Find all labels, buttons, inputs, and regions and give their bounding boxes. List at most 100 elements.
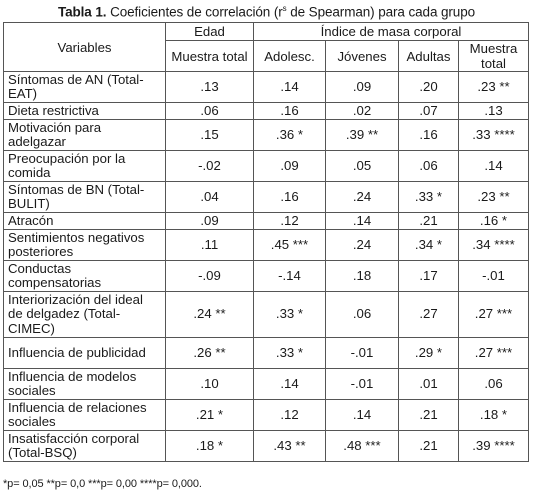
coefficient-cell: .06 bbox=[398, 150, 459, 182]
coefficient-cell: .06 bbox=[458, 368, 529, 400]
variable-label: Conductas compensatorias bbox=[3, 260, 166, 292]
coefficient-cell: .06 bbox=[325, 291, 399, 338]
coefficient-cell: .13 bbox=[165, 71, 254, 103]
coefficient-cell: .33 * bbox=[398, 181, 459, 213]
correlation-table: Variables Edad Índice de masa corporal M… bbox=[3, 22, 529, 462]
table-row: Motivación para adelgazar .15.36 * .39 **.… bbox=[3, 119, 529, 151]
table-row: Preocupación por la comida -.02.09.05.06.… bbox=[3, 150, 529, 182]
coefficient-cell: .24 bbox=[325, 229, 399, 261]
coefficient-cell: .13 bbox=[458, 102, 529, 120]
coefficient-cell: .14 bbox=[458, 150, 529, 182]
variable-label: Influencia de publicidad bbox=[3, 337, 166, 369]
coefficient-cell: .02 bbox=[325, 102, 399, 120]
header-variables: Variables bbox=[3, 22, 166, 72]
coefficient-cell: .06 bbox=[165, 102, 254, 120]
coefficient-cell: .09 bbox=[325, 71, 399, 103]
variable-label: Preocupación por la comida bbox=[3, 150, 166, 182]
table-row: Síntomas de AN (Total-EAT) .13.14.09.20.2… bbox=[3, 71, 529, 103]
table-row: Atracón .09.12.14.21.16 * bbox=[3, 212, 529, 230]
coefficient-cell: .43 ** bbox=[253, 430, 326, 462]
coefficient-cell: -.09 bbox=[165, 260, 254, 292]
coefficient-cell: .14 bbox=[325, 399, 399, 431]
table-caption-superscript: s bbox=[282, 4, 287, 13]
coefficient-cell: .18 bbox=[325, 260, 399, 292]
coefficient-cell: .33 * bbox=[253, 337, 326, 369]
coefficient-cell: .33 * bbox=[253, 291, 326, 338]
table-row: Influencia de modelos sociales .10.14 -.01… bbox=[3, 368, 529, 400]
table-caption-text: Coeficientes de correlación (r bbox=[110, 4, 283, 20]
header-imc: Índice de masa corporal bbox=[253, 22, 529, 41]
coefficient-cell: .36 * bbox=[253, 119, 326, 151]
coefficient-cell: .04 bbox=[165, 181, 254, 213]
coefficient-cell: .16 bbox=[398, 119, 459, 151]
coefficient-cell: .18 * bbox=[458, 399, 529, 431]
coefficient-cell: .10 bbox=[165, 368, 254, 400]
coefficient-cell: .39 **** bbox=[458, 430, 529, 462]
coefficient-cell: .12 bbox=[253, 212, 326, 230]
table-row: Interiorización del ideal de delgadez (T… bbox=[3, 291, 529, 338]
coefficient-cell: .09 bbox=[253, 150, 326, 182]
variable-label: Sentimientos negativos posteriores bbox=[3, 229, 166, 261]
coefficient-cell: .29 * bbox=[398, 337, 459, 369]
coefficient-cell: .23 ** bbox=[458, 71, 529, 103]
coefficient-cell: .14 bbox=[253, 71, 326, 103]
variable-label: Influencia de modelos sociales bbox=[3, 368, 166, 400]
coefficient-cell: .20 bbox=[398, 71, 459, 103]
coefficient-cell: .17 bbox=[398, 260, 459, 292]
variable-label: Influencia de relaciones sociales bbox=[3, 399, 166, 431]
coefficient-cell: .16 bbox=[253, 181, 326, 213]
variable-label: Síntomas de BN (Total-BULIT) bbox=[3, 181, 166, 213]
header-edad-total: Muestra total bbox=[165, 40, 254, 72]
table-row: Síntomas de BN (Total-BULIT) .04.16.24.33… bbox=[3, 181, 529, 213]
coefficient-cell: .24 bbox=[325, 181, 399, 213]
coefficient-cell: .21 bbox=[398, 399, 459, 431]
header-adolesc: Adolesc. bbox=[253, 40, 326, 72]
table-caption: Tabla 1. Coeficientes de correlación (rs… bbox=[0, 4, 533, 20]
table-caption-label: Tabla 1. bbox=[57, 4, 107, 20]
variable-label: Síntomas de AN (Total-EAT) bbox=[3, 71, 166, 103]
coefficient-cell: .18 * bbox=[165, 430, 254, 462]
coefficient-cell: .27 *** bbox=[458, 291, 529, 338]
coefficient-cell: .16 bbox=[253, 102, 326, 120]
table-row: Dieta restrictiva .06.16.02.07.13 bbox=[3, 102, 529, 120]
variable-label: Insatisfacción corporal (Total-BSQ) bbox=[3, 430, 166, 462]
coefficient-cell: .15 bbox=[165, 119, 254, 151]
variable-label: Atracón bbox=[3, 212, 166, 230]
coefficient-cell: .26 ** bbox=[165, 337, 254, 369]
coefficient-cell: .14 bbox=[253, 368, 326, 400]
coefficient-cell: .27 bbox=[398, 291, 459, 338]
coefficient-cell: .27 *** bbox=[458, 337, 529, 369]
variable-label: Dieta restrictiva bbox=[3, 102, 166, 120]
coefficient-cell: .05 bbox=[325, 150, 399, 182]
coefficient-cell: .45 *** bbox=[253, 229, 326, 261]
coefficient-cell: -.01 bbox=[458, 260, 529, 292]
header-edad: Edad bbox=[165, 22, 254, 41]
coefficient-cell: .33 **** bbox=[458, 119, 529, 151]
header-jovenes: Jóvenes bbox=[325, 40, 399, 72]
table-row: Influencia de relaciones sociales .21 * .1… bbox=[3, 399, 529, 431]
coefficient-cell: .09 bbox=[165, 212, 254, 230]
header-imc-total: Muestra total bbox=[458, 40, 529, 72]
coefficient-cell: .21 bbox=[398, 430, 459, 462]
table-row: Sentimientos negativos posteriores .11.45… bbox=[3, 229, 529, 261]
coefficient-cell: .24 ** bbox=[165, 291, 254, 338]
table-body: Síntomas de AN (Total-EAT) .13.14.09.20.2… bbox=[3, 71, 529, 462]
variable-label: Motivación para adelgazar bbox=[3, 119, 166, 151]
table-row: Influencia de publicidad .26 ** .33 * -.01.… bbox=[3, 337, 529, 369]
coefficient-cell: .11 bbox=[165, 229, 254, 261]
table-row: Conductas compensatorias -.09 -.14.18.17 -.… bbox=[3, 260, 529, 292]
header-adultas: Adultas bbox=[398, 40, 459, 72]
coefficient-cell: .48 *** bbox=[325, 430, 399, 462]
coefficient-cell: .21 bbox=[398, 212, 459, 230]
table-footnote: *p= 0,05 **p= 0,0 ***p= 0,00 ****p= 0,00… bbox=[3, 478, 202, 490]
coefficient-cell: .16 * bbox=[458, 212, 529, 230]
coefficient-cell: -.14 bbox=[253, 260, 326, 292]
coefficient-cell: -.01 bbox=[325, 337, 399, 369]
coefficient-cell: .07 bbox=[398, 102, 459, 120]
coefficient-cell: .21 * bbox=[165, 399, 254, 431]
coefficient-cell: -.01 bbox=[325, 368, 399, 400]
coefficient-cell: .12 bbox=[253, 399, 326, 431]
coefficient-cell: .14 bbox=[325, 212, 399, 230]
coefficient-cell: .34 * bbox=[398, 229, 459, 261]
